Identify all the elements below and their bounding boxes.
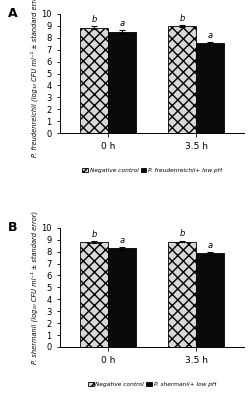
Text: a: a xyxy=(208,30,213,40)
Text: a: a xyxy=(120,236,125,244)
Bar xyxy=(196,43,224,133)
Legend: Negative control, P. shermanii+ low pH: Negative control, P. shermanii+ low pH xyxy=(88,382,216,387)
Bar xyxy=(168,26,196,133)
Text: A: A xyxy=(8,7,18,20)
Bar xyxy=(108,32,136,133)
Y-axis label: P. shermanii (log₁₀ CFU ml⁻¹ ± standard error): P. shermanii (log₁₀ CFU ml⁻¹ ± standard … xyxy=(31,211,38,364)
Text: a: a xyxy=(208,241,213,250)
Text: b: b xyxy=(92,15,97,24)
Text: b: b xyxy=(179,14,185,23)
Bar xyxy=(196,254,224,347)
Y-axis label: P. freudenreichii (log₁₀ CFU ml⁻¹ ± standard error): P. freudenreichii (log₁₀ CFU ml⁻¹ ± stan… xyxy=(31,0,38,157)
Bar xyxy=(168,242,196,347)
Text: B: B xyxy=(8,221,18,234)
Text: b: b xyxy=(92,230,97,239)
Text: b: b xyxy=(179,230,185,238)
Bar xyxy=(80,242,108,347)
Bar xyxy=(108,248,136,347)
Bar xyxy=(80,28,108,133)
Text: a: a xyxy=(120,19,125,28)
Legend: Negative control, P. freudenreichii+ low pH: Negative control, P. freudenreichii+ low… xyxy=(82,168,222,173)
